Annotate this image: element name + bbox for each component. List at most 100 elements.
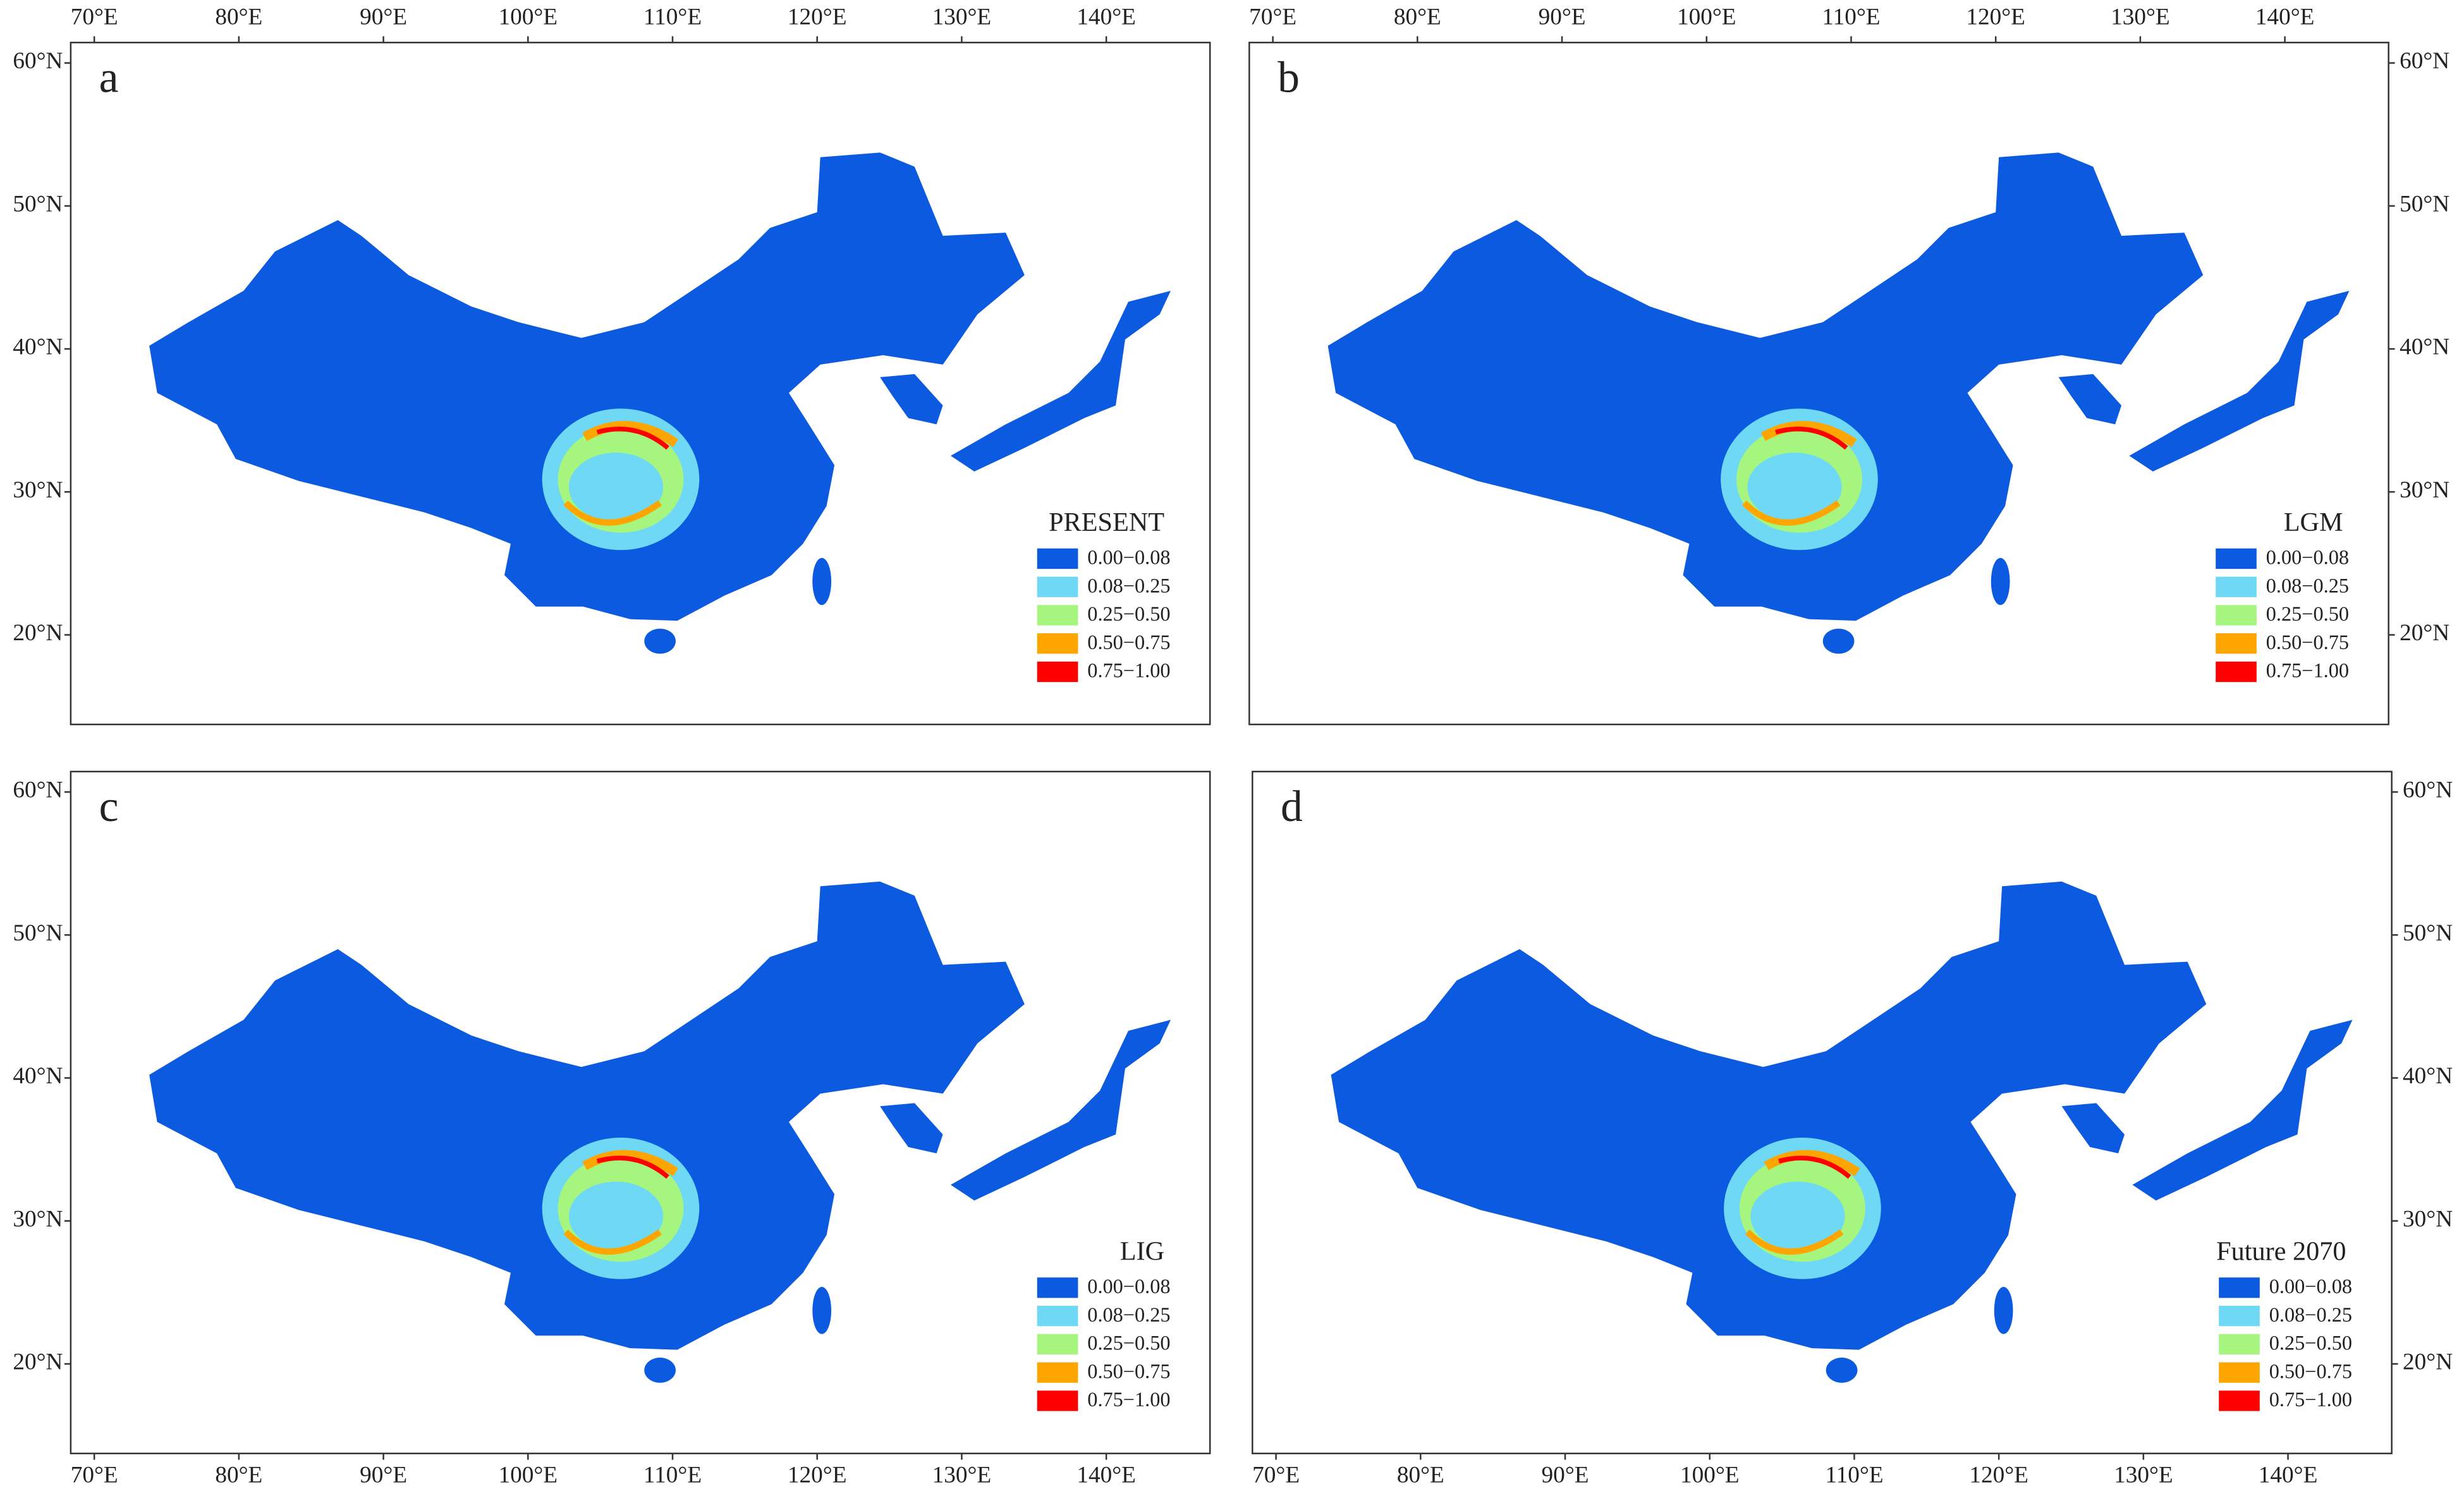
lat-tick-label: 30°N (13, 477, 63, 503)
lon-tick-label: 90°E (1542, 1463, 1589, 1488)
legend-swatch (1037, 1277, 1078, 1298)
panel-title: Future 2070 (2216, 1237, 2346, 1267)
lat-tick-label: 20°N (13, 1349, 63, 1375)
lon-tick-label: 80°E (215, 4, 262, 30)
panel-title: LGM (2284, 508, 2343, 537)
lon-tick-label: 130°E (2111, 4, 2170, 30)
legend-label: 0.00−0.08 (1087, 546, 1170, 569)
legend-swatch (2216, 576, 2257, 597)
legend-swatch (2219, 1334, 2260, 1355)
lon-tick-label: 130°E (932, 4, 992, 30)
lat-tick-label: 50°N (13, 191, 63, 217)
lon-tick-label: 110°E (1822, 4, 1880, 30)
legend-swatch (1037, 1390, 1078, 1411)
map-panel: d Future 2070 0.00−0.08 0.08−0.25 0.25−0.50 0… (1252, 770, 2453, 1488)
legend-label: 0.25−0.50 (2269, 1332, 2352, 1354)
lon-tick-label: 90°E (1539, 4, 1586, 30)
lon-tick-label: 140°E (2255, 4, 2315, 30)
legend-label: 0.75−1.00 (2269, 1388, 2352, 1411)
legend-swatch (2219, 1390, 2260, 1411)
legend-label: 0.08−0.25 (2266, 574, 2349, 597)
lon-tick-label: 90°E (360, 4, 407, 30)
legend-label: 0.50−0.75 (1087, 1359, 1170, 1382)
legend-swatch (1037, 1334, 1078, 1355)
lat-tick-label: 50°N (2403, 920, 2453, 946)
map-panel: a PRESENT 0.00−0.08 0.08−0.25 0.25−0.50 0.50−… (13, 4, 1211, 726)
lon-tick-label: 120°E (1969, 1463, 2028, 1488)
legend-swatch (1037, 1306, 1078, 1327)
lat-tick-label: 60°N (13, 48, 63, 74)
lat-tick-label: 20°N (2400, 620, 2449, 646)
lat-tick-label: 60°N (2400, 48, 2449, 74)
lat-tick-label: 30°N (13, 1206, 63, 1232)
lat-tick-label: 30°N (2400, 477, 2449, 503)
legend-label: 0.08−0.25 (1087, 574, 1170, 597)
map-panel: c LIG 0.00−0.08 0.08−0.25 0.25−0.50 0.50−0.75… (13, 770, 1211, 1488)
legend-label: 0.75−1.00 (1087, 1388, 1170, 1411)
suitability-area (1721, 409, 1878, 550)
lon-tick-label: 140°E (2259, 1463, 2318, 1488)
lon-tick-label: 130°E (2114, 1463, 2173, 1488)
lon-tick-label: 140°E (1076, 1463, 1136, 1488)
lat-tick-label: 40°N (13, 1063, 63, 1089)
lat-tick-label: 40°N (2403, 1063, 2453, 1089)
lon-tick-label: 100°E (1680, 1463, 1740, 1488)
suitability-area (542, 409, 700, 550)
legend-label: 0.75−1.00 (2266, 659, 2349, 682)
lon-tick-label: 140°E (1076, 4, 1136, 30)
lat-tick-label: 20°N (13, 620, 63, 646)
legend-swatch (2219, 1306, 2260, 1327)
legend-swatch (1037, 633, 1078, 654)
legend-label: 0.50−0.75 (1087, 631, 1170, 654)
legend-label: 0.50−0.75 (2269, 1359, 2352, 1382)
lon-tick-label: 120°E (788, 1463, 847, 1488)
panel-letter: a (99, 53, 119, 102)
lon-tick-label: 70°E (1252, 1463, 1300, 1488)
panel-title: LIG (1120, 1237, 1164, 1267)
lon-tick-label: 70°E (71, 4, 118, 30)
legend-swatch (2216, 548, 2257, 569)
legend-label: 0.00−0.08 (2269, 1275, 2352, 1298)
lon-tick-label: 70°E (1249, 4, 1296, 30)
lon-tick-label: 130°E (932, 1463, 992, 1488)
lat-tick-label: 50°N (13, 920, 63, 946)
lon-tick-label: 80°E (1397, 1463, 1444, 1488)
legend-label: 0.00−0.08 (2266, 546, 2349, 569)
lat-tick-label: 30°N (2403, 1206, 2453, 1232)
legend-swatch (1037, 605, 1078, 626)
map-panel: b LGM 0.00−0.08 0.08−0.25 0.25−0.50 0.50−0.75… (1248, 4, 2449, 726)
lat-tick-label: 40°N (2400, 334, 2449, 360)
legend-label: 0.75−1.00 (1087, 659, 1170, 682)
lon-tick-label: 110°E (1825, 1463, 1883, 1488)
legend-swatch (1037, 661, 1078, 683)
lon-tick-label: 100°E (498, 4, 558, 30)
panel-letter: d (1281, 782, 1303, 831)
panel-letter: c (99, 782, 119, 831)
lon-tick-label: 120°E (788, 4, 847, 30)
lat-tick-label: 50°N (2400, 191, 2449, 217)
legend-label: 0.08−0.25 (2269, 1303, 2352, 1326)
legend-label: 0.00−0.08 (1087, 1275, 1170, 1298)
lon-tick-label: 80°E (1394, 4, 1441, 30)
legend-swatch (2219, 1362, 2260, 1383)
lat-tick-label: 60°N (2403, 777, 2453, 803)
legend-label: 0.25−0.50 (2266, 602, 2349, 625)
legend-swatch (2216, 633, 2257, 654)
lon-tick-label: 100°E (498, 1463, 558, 1488)
lon-tick-label: 110°E (643, 4, 702, 30)
lat-tick-label: 40°N (13, 334, 63, 360)
legend-swatch (2216, 605, 2257, 626)
legend-label: 0.25−0.50 (1087, 1332, 1170, 1354)
panel-title: PRESENT (1049, 508, 1164, 537)
legend-swatch (1037, 1362, 1078, 1383)
lon-tick-label: 120°E (1966, 4, 2025, 30)
legend-swatch (1037, 548, 1078, 569)
panel-letter: b (1278, 53, 1300, 102)
legend-swatch (2216, 661, 2257, 683)
lon-tick-label: 110°E (643, 1463, 702, 1488)
legend-label: 0.08−0.25 (1087, 1303, 1170, 1326)
legend-label: 0.25−0.50 (1087, 602, 1170, 625)
lat-tick-label: 60°N (13, 777, 63, 803)
